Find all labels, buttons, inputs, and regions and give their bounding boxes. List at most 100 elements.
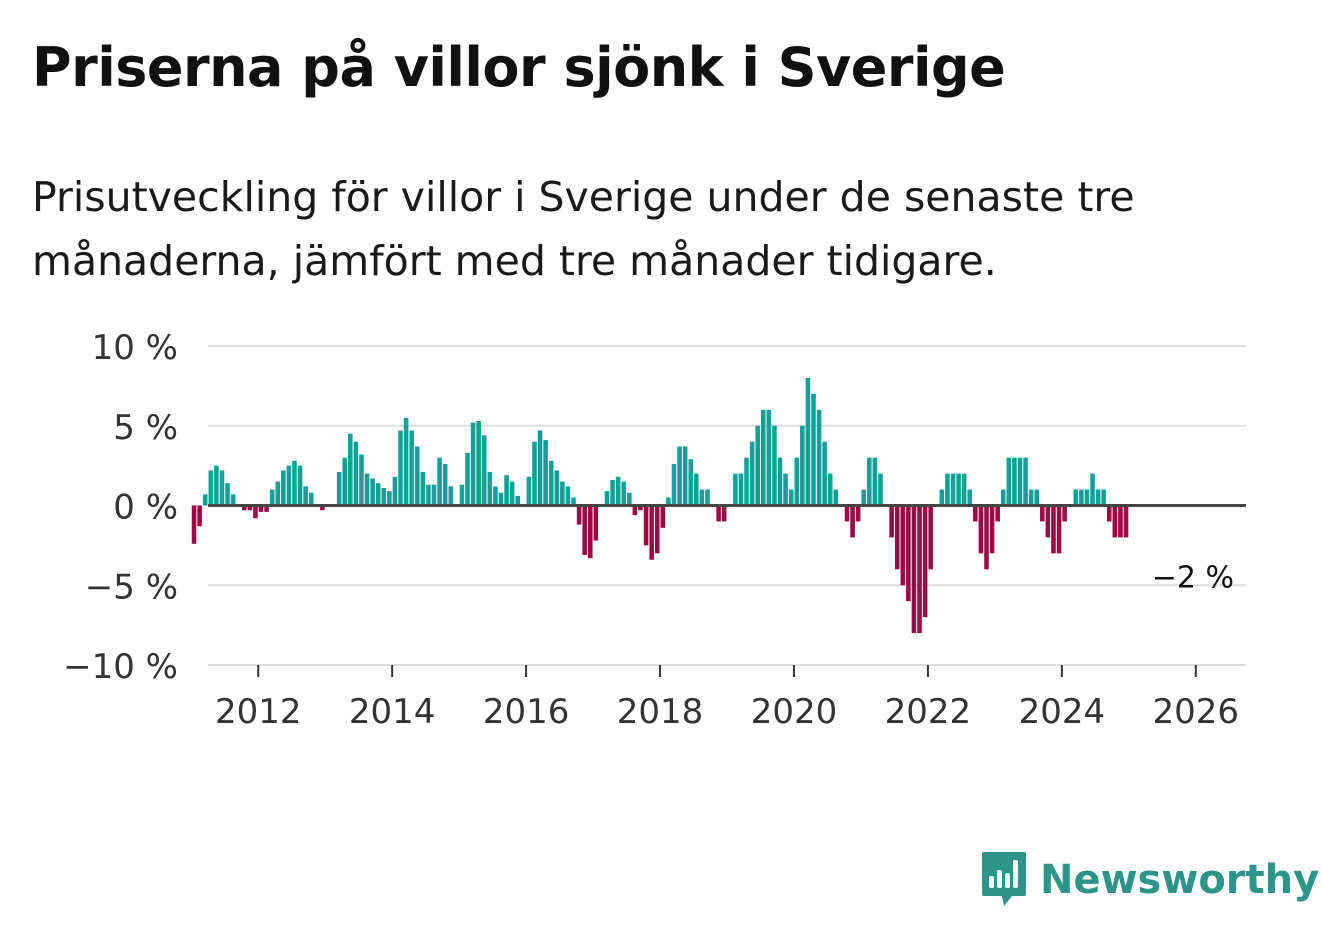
bar	[649, 505, 654, 560]
bar	[292, 460, 297, 506]
bar	[353, 441, 359, 506]
bar	[297, 465, 303, 506]
bar	[409, 430, 414, 506]
bar	[1000, 489, 1006, 506]
bars	[191, 377, 1129, 634]
bar	[219, 470, 225, 506]
bar	[308, 492, 314, 506]
bar	[225, 483, 230, 506]
bar	[582, 505, 587, 555]
bar	[788, 489, 794, 506]
bar	[459, 484, 465, 506]
bar	[1090, 473, 1095, 506]
bar	[202, 494, 208, 506]
bar	[1017, 457, 1023, 506]
bar	[241, 505, 247, 511]
bar	[554, 470, 560, 506]
bar	[906, 505, 911, 602]
bar	[336, 472, 342, 506]
bar	[1023, 457, 1028, 506]
bar	[894, 505, 900, 570]
bar	[677, 446, 682, 506]
bar	[1040, 505, 1045, 522]
brand-logo: Newsworthy	[980, 850, 1319, 910]
bar	[364, 473, 370, 506]
bar	[253, 505, 258, 519]
bar	[928, 505, 933, 570]
bar	[1045, 505, 1051, 538]
bar	[1062, 505, 1067, 522]
bar	[543, 440, 548, 506]
bar	[1051, 505, 1056, 554]
bar	[721, 505, 727, 522]
bar	[800, 425, 805, 506]
bar	[481, 435, 487, 506]
bar	[392, 476, 398, 506]
bar	[844, 505, 850, 522]
bar	[587, 505, 593, 559]
bar	[755, 425, 760, 506]
bar	[1123, 505, 1129, 538]
bar	[448, 486, 454, 506]
bar	[794, 457, 800, 506]
bar	[827, 473, 833, 506]
bar	[621, 481, 627, 506]
bar	[230, 494, 236, 506]
chart-subtitle: Prisutveckling för villor i Sverige unde…	[32, 173, 1135, 285]
bar	[498, 492, 504, 506]
bar	[264, 505, 269, 512]
bar	[509, 481, 515, 506]
bar	[850, 505, 855, 538]
bar	[744, 457, 749, 506]
bar	[1006, 457, 1012, 506]
bar	[303, 486, 308, 506]
bar	[275, 481, 281, 506]
bar	[610, 479, 615, 506]
x-tick-label: 2014	[349, 692, 436, 732]
bar	[465, 452, 470, 506]
y-tick-label: −10 %	[63, 647, 178, 687]
bar	[426, 484, 431, 506]
bar	[370, 478, 375, 506]
bar	[214, 465, 219, 506]
bar	[1084, 489, 1090, 506]
bar	[420, 472, 426, 506]
bar	[258, 505, 264, 512]
x-tick-label: 2016	[483, 692, 570, 732]
bar	[984, 505, 989, 570]
bar	[1112, 505, 1118, 538]
bar	[638, 505, 643, 511]
y-tick-label: 0 %	[113, 488, 178, 528]
bar	[504, 475, 509, 506]
bar	[654, 505, 660, 554]
bar	[783, 473, 788, 506]
chart-title: Priserna på villor sjönk i Sverige	[32, 36, 1006, 99]
bar	[342, 457, 348, 506]
x-tick-label: 2024	[1019, 692, 1106, 732]
bar	[414, 446, 420, 506]
bar	[917, 505, 922, 634]
bar	[1056, 505, 1062, 554]
bar	[593, 505, 599, 541]
bar	[989, 505, 995, 554]
bar	[978, 505, 984, 554]
bar	[816, 409, 822, 506]
bar	[359, 454, 364, 506]
bar	[532, 441, 537, 506]
bar	[945, 473, 950, 506]
bar	[560, 481, 565, 506]
bar	[643, 505, 649, 546]
bar	[571, 497, 576, 506]
bar	[688, 459, 694, 506]
bar	[950, 473, 956, 506]
bar	[403, 417, 409, 506]
bar	[922, 505, 928, 618]
bar	[398, 430, 403, 506]
bar	[961, 473, 967, 506]
bar	[247, 505, 253, 511]
bar	[470, 422, 476, 506]
bar	[738, 473, 744, 506]
bar	[671, 464, 677, 506]
x-tick-label: 2022	[885, 692, 972, 732]
bar	[1028, 489, 1034, 506]
